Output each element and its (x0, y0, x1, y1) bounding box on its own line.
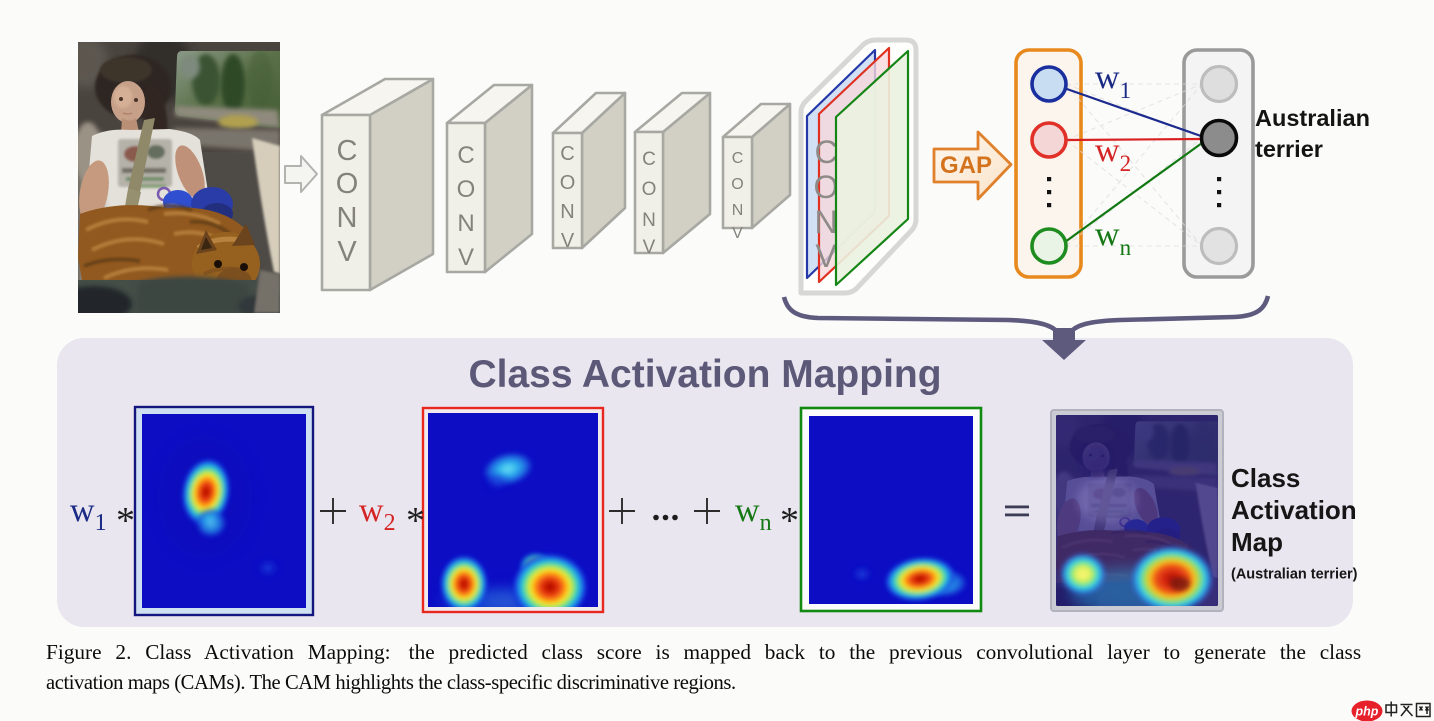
svg-text:V: V (732, 225, 743, 242)
svg-text:O: O (336, 168, 359, 200)
svg-text:Map: Map (1231, 527, 1283, 557)
svg-text:O: O (560, 172, 576, 194)
svg-text:N: N (642, 210, 656, 231)
svg-text:C: C (642, 149, 656, 170)
svg-text:C: C (457, 142, 474, 169)
svg-text:V: V (815, 238, 837, 274)
svg-text:C: C (560, 143, 574, 165)
svg-text:N: N (457, 210, 474, 237)
svg-text:(Australian terrier): (Australian terrier) (1231, 567, 1358, 583)
svg-text:wn: wn (1095, 216, 1132, 260)
svg-text:V: V (337, 236, 357, 268)
svg-text:Class Activation Mapping: Class Activation Mapping (468, 353, 941, 396)
svg-text:V: V (643, 237, 656, 258)
svg-text:O: O (731, 176, 743, 193)
svg-text:w1: w1 (1095, 59, 1131, 103)
svg-text:Australian: Australian (1255, 105, 1370, 131)
svg-text:C: C (814, 134, 837, 170)
svg-text:php: php (1355, 705, 1379, 719)
svg-text:*: * (116, 500, 135, 542)
svg-text:V: V (458, 244, 474, 271)
svg-text:V: V (561, 230, 575, 252)
svg-text:Class: Class (1231, 463, 1300, 493)
svg-text:C: C (732, 150, 744, 167)
svg-text:N: N (337, 202, 358, 234)
svg-text:GAP: GAP (940, 152, 992, 179)
svg-text:O: O (814, 169, 839, 205)
svg-text:terrier: terrier (1255, 136, 1323, 162)
svg-text:O: O (642, 179, 657, 200)
svg-text:N: N (560, 201, 574, 223)
svg-text:Activation: Activation (1231, 495, 1357, 525)
svg-text:N: N (814, 204, 837, 240)
svg-text:*: * (780, 500, 799, 542)
svg-text:O: O (457, 176, 476, 203)
svg-text:C: C (337, 135, 358, 167)
svg-text:*: * (406, 500, 425, 542)
svg-text:N: N (732, 202, 744, 219)
